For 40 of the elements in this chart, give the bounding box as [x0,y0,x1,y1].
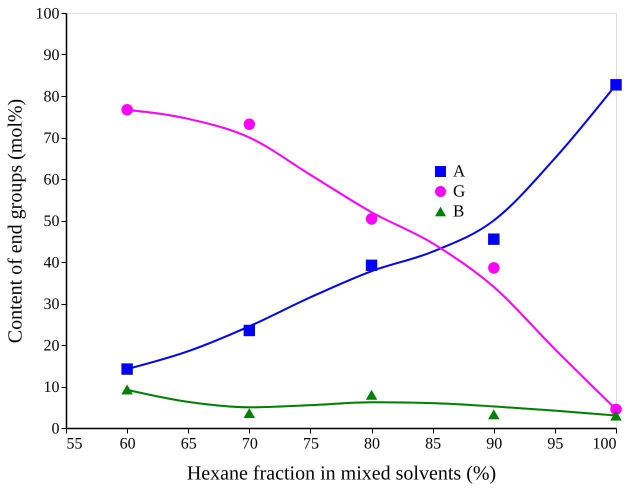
point [366,260,378,272]
y-tick-label: 50 [44,213,60,230]
point [610,410,622,420]
y-tick-label: 30 [44,296,60,313]
point [244,324,256,336]
y-tick-label: 40 [44,254,60,272]
point [366,213,378,225]
x-tick-label: 85 [425,436,442,452]
x-tick-label: 55 [66,436,82,452]
point [610,79,622,90]
y-tick-label: 90 [44,47,60,64]
point [121,104,133,116]
x-tick-label: 100 [592,436,616,452]
y-tick-label: 60 [44,172,60,188]
point [488,233,500,245]
y-tick-label: 80 [44,88,60,106]
y-tick-label: 10 [44,379,60,396]
x-tick-label: 90 [486,436,502,452]
point [244,408,256,418]
x-tick-label: 80 [364,436,380,452]
y-tick-label: 100 [36,6,60,22]
legend-label: B [453,202,464,220]
x-tick-label: 95 [547,436,564,452]
x-tick-label: 75 [302,436,319,452]
y-axis-title: Content of end groups (mol%) [4,98,26,344]
x-tick-label: 70 [242,436,258,452]
point [488,409,500,420]
point [244,118,256,130]
x-axis-title: Hexane fraction in mixed solvents (%) [186,462,496,484]
point [121,363,133,375]
point [121,384,133,394]
y-tick-label: 0 [52,420,60,438]
point [488,262,500,274]
legend-label: G [453,182,466,200]
y-tick-label: 20 [44,338,60,354]
legend-label: A [453,162,466,180]
point [366,390,378,400]
y-tick-label: 70 [44,130,60,147]
x-tick-label: 65 [180,436,197,452]
x-tick-label: 60 [120,436,136,452]
